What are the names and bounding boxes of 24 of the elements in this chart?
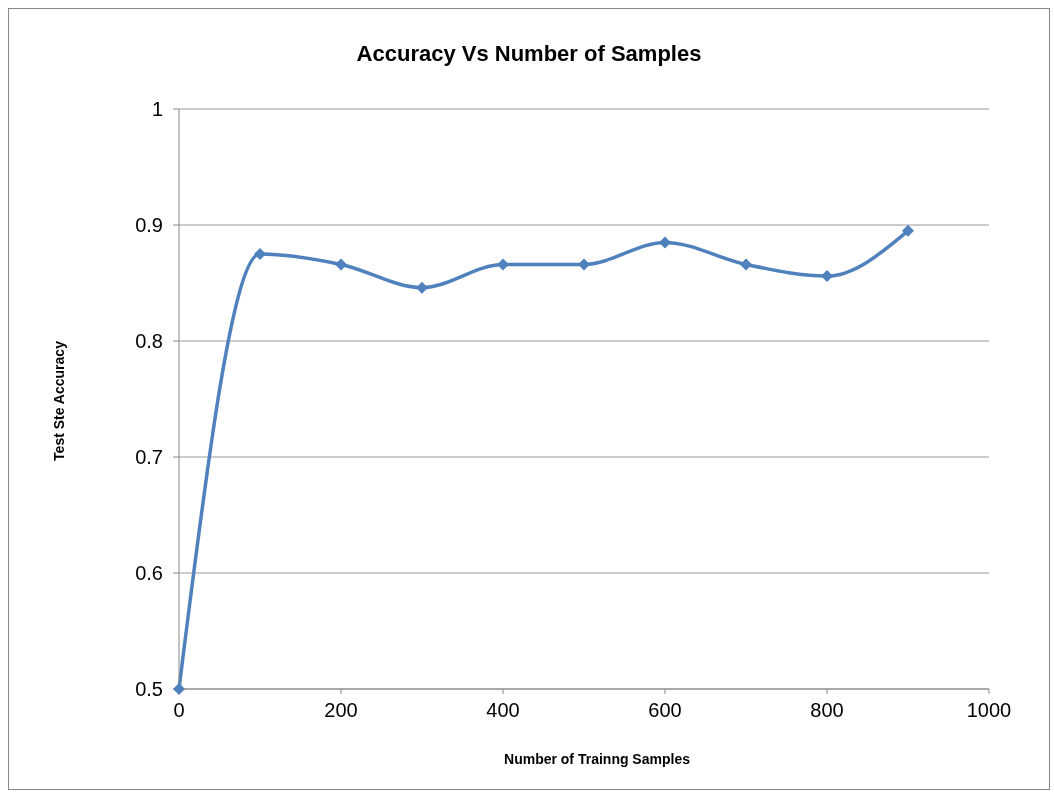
point xyxy=(254,248,266,260)
y-tick-label: 0.7 xyxy=(135,446,163,469)
x-axis-title: Number of Trainng Samples xyxy=(503,751,691,767)
point xyxy=(740,258,752,271)
x-tick-label: 0 xyxy=(173,699,185,722)
y-tick-label: 0.8 xyxy=(135,330,163,353)
chart-title: Accuracy Vs Number of Samples xyxy=(355,41,703,67)
y-tick-label: 0.5 xyxy=(135,678,163,701)
x-tick-label: 800 xyxy=(810,699,844,722)
x-tick-label: 200 xyxy=(324,699,358,722)
point xyxy=(497,258,509,271)
y-axis-title: Test Ste Accuracy xyxy=(51,341,67,461)
point xyxy=(335,258,347,271)
x-tick-label: 400 xyxy=(486,699,520,722)
point xyxy=(821,270,833,283)
x-tick-label: 1000 xyxy=(966,699,1012,722)
x-tick-label: 600 xyxy=(648,699,682,722)
point xyxy=(416,281,428,294)
y-tick-label: 0.6 xyxy=(135,562,163,585)
y-tick-label: 0.9 xyxy=(135,214,163,237)
point xyxy=(659,236,671,249)
y-tick-label: 1 xyxy=(151,98,163,121)
point xyxy=(902,224,914,237)
point xyxy=(578,258,590,271)
